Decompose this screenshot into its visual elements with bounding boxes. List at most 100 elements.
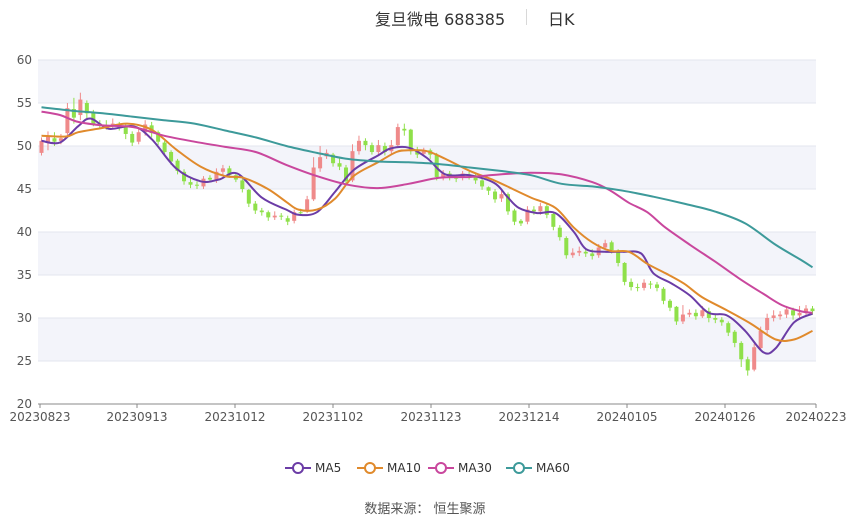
candle-body xyxy=(169,152,174,162)
y-tick-label: 30 xyxy=(17,311,32,325)
candle-body xyxy=(143,124,148,133)
candle xyxy=(577,246,582,257)
candle-body xyxy=(622,262,627,282)
candle-body xyxy=(810,308,815,312)
legend-ma60-label: MA60 xyxy=(536,461,570,475)
candle-body xyxy=(525,209,530,222)
candle-body xyxy=(182,171,187,182)
candle-body xyxy=(356,140,361,152)
candle-body xyxy=(369,145,374,153)
legend-ma10-label: MA10 xyxy=(387,461,421,475)
candle-body xyxy=(758,330,763,349)
legend-ma30[interactable]: MA30 xyxy=(428,459,492,477)
candle xyxy=(797,305,802,319)
y-tick-label: 20 xyxy=(17,397,32,411)
candle-body xyxy=(156,132,161,142)
candle-body xyxy=(421,151,426,154)
legend-ma60[interactable]: MA60 xyxy=(506,459,570,477)
candle-body xyxy=(337,163,342,167)
candle xyxy=(331,152,336,167)
candle-body xyxy=(616,250,621,263)
candle-body xyxy=(123,127,128,134)
candle-body xyxy=(486,187,491,191)
candle xyxy=(382,142,387,156)
candle-body xyxy=(493,191,498,200)
candle-body xyxy=(674,306,679,322)
candle xyxy=(629,278,634,291)
candle xyxy=(65,103,70,138)
candle-body xyxy=(136,132,141,142)
candle-body xyxy=(175,160,180,171)
candle xyxy=(356,135,361,155)
candle-body xyxy=(376,145,381,153)
candle-body xyxy=(39,140,44,153)
candle xyxy=(622,262,627,286)
candle-body xyxy=(609,242,614,251)
y-tick-label: 45 xyxy=(17,182,32,196)
candle-body xyxy=(298,212,303,214)
candle xyxy=(551,212,556,231)
candle-body xyxy=(305,199,310,212)
candle xyxy=(778,311,783,320)
candle xyxy=(78,92,83,121)
candle-body xyxy=(557,227,562,238)
legend-ma5[interactable]: MA5 xyxy=(285,459,341,477)
stock-name: 复旦微电 688385 xyxy=(375,10,506,29)
candle-body xyxy=(441,173,446,177)
x-tick-label: 20230913 xyxy=(106,410,167,424)
candle xyxy=(369,142,374,155)
candle xyxy=(188,177,193,189)
candle xyxy=(667,299,672,312)
candle xyxy=(45,131,50,151)
legend-ma5-label: MA5 xyxy=(315,461,342,475)
candle-body xyxy=(706,311,711,318)
candle xyxy=(493,189,498,203)
candle xyxy=(266,210,271,221)
candle-body xyxy=(713,318,718,320)
candle-body xyxy=(505,194,510,212)
candle xyxy=(253,201,258,214)
candle-body xyxy=(680,314,685,322)
legend-ma10-marker xyxy=(357,462,383,474)
candle-body xyxy=(395,127,400,146)
candle-body xyxy=(538,206,543,212)
candle xyxy=(395,123,400,148)
legend-ma30-label: MA30 xyxy=(458,461,492,475)
legend-ma5-marker xyxy=(285,462,311,474)
y-tick-label: 50 xyxy=(17,139,32,153)
candle xyxy=(765,313,770,334)
candle-body xyxy=(642,282,647,288)
candle-body xyxy=(408,129,413,152)
y-tick-label: 35 xyxy=(17,268,32,282)
candle-body xyxy=(434,154,439,177)
candle xyxy=(337,158,342,171)
candle-body xyxy=(279,215,284,217)
candle-body xyxy=(499,194,504,199)
candle-body xyxy=(52,138,57,142)
candle xyxy=(810,305,815,315)
candle-body xyxy=(687,312,692,315)
candle xyxy=(39,137,44,156)
candle-body xyxy=(130,133,135,143)
candle xyxy=(512,208,517,226)
candle xyxy=(240,178,245,193)
candle xyxy=(486,186,491,196)
candle-body xyxy=(797,312,802,316)
candle-body xyxy=(480,180,485,187)
candle xyxy=(318,146,323,172)
candle xyxy=(564,236,569,259)
candle xyxy=(402,123,407,136)
candle-body xyxy=(603,243,608,248)
candle xyxy=(771,310,776,322)
legend-ma10[interactable]: MA10 xyxy=(357,459,421,477)
candle xyxy=(752,343,757,372)
candle-body xyxy=(292,212,297,221)
candle-body xyxy=(58,138,63,141)
period-label: 日K xyxy=(548,10,575,29)
candle-body xyxy=(220,168,225,172)
ma60-line xyxy=(41,106,814,269)
candle-body xyxy=(752,347,757,370)
candle-body xyxy=(266,212,271,218)
candle xyxy=(194,181,200,189)
